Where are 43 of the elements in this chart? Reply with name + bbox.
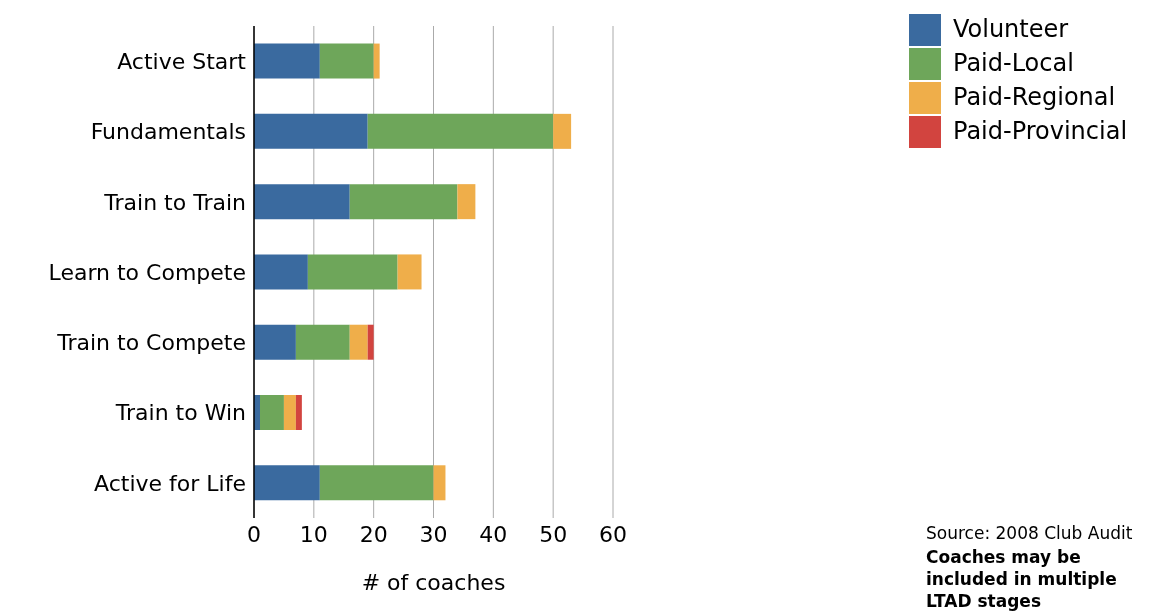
y-tick-label: Train to Train bbox=[103, 189, 246, 215]
bar bbox=[254, 465, 320, 501]
bar bbox=[553, 113, 572, 149]
bar bbox=[307, 254, 398, 290]
bar bbox=[397, 254, 422, 290]
x-tick-label: 20 bbox=[359, 521, 388, 547]
y-tick-label: Train to Win bbox=[114, 400, 246, 426]
x-axis-title: # of coaches bbox=[361, 570, 506, 595]
legend-label: Paid-Local bbox=[953, 49, 1074, 77]
bar bbox=[283, 395, 296, 430]
source-note: Source: 2008 Club Audit bbox=[926, 522, 1134, 544]
bar bbox=[254, 43, 320, 79]
y-tick-label: Train to Compete bbox=[56, 330, 246, 356]
y-tick-label: Learn to Compete bbox=[48, 259, 246, 285]
bar bbox=[457, 184, 476, 220]
bar bbox=[319, 43, 374, 79]
bar bbox=[367, 324, 374, 360]
legend-label: Volunteer bbox=[953, 15, 1069, 43]
x-tick-label: 50 bbox=[539, 521, 568, 547]
bar bbox=[433, 465, 446, 501]
x-tick-label: 60 bbox=[599, 521, 627, 547]
x-tick-label: 0 bbox=[247, 521, 261, 547]
bar bbox=[373, 43, 380, 79]
legend-label: Paid-Regional bbox=[953, 83, 1116, 111]
legend-label: Paid-Provincial bbox=[953, 117, 1128, 145]
bar bbox=[259, 395, 284, 430]
x-tick-label: 10 bbox=[299, 521, 328, 547]
bar bbox=[254, 113, 368, 149]
bar bbox=[254, 184, 350, 220]
bar bbox=[254, 254, 308, 290]
y-tick-label: Active Start bbox=[117, 48, 247, 74]
bar bbox=[295, 395, 302, 430]
bar bbox=[349, 184, 458, 220]
y-tick-label: Fundamentals bbox=[90, 119, 246, 145]
bar bbox=[367, 113, 554, 149]
x-tick-label: 30 bbox=[419, 521, 448, 547]
bar bbox=[319, 465, 434, 501]
text: Coaches may be included in multiple LTAD stages bbox=[926, 546, 1118, 612]
bar bbox=[349, 324, 368, 360]
x-tick-label: 40 bbox=[479, 521, 508, 547]
bar bbox=[295, 324, 350, 360]
bar bbox=[254, 324, 296, 360]
y-tick-label: Active for Life bbox=[94, 470, 246, 496]
